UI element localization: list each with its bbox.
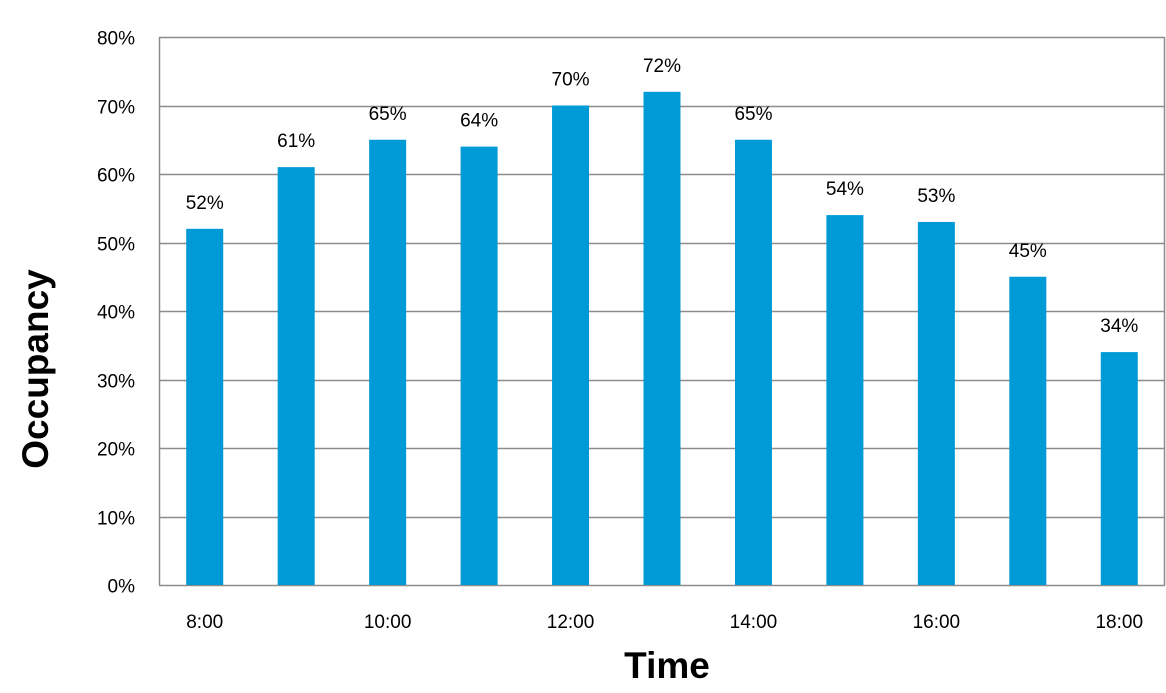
data-label: 64% xyxy=(460,111,498,132)
bar-1500 xyxy=(826,215,864,585)
y-tick-label: 80% xyxy=(97,29,135,50)
x-tick-label: 12:00 xyxy=(547,612,595,633)
bar-800 xyxy=(186,228,224,586)
x-tick-label: 16:00 xyxy=(913,612,961,633)
data-label: 65% xyxy=(734,104,772,125)
data-label: 61% xyxy=(277,131,315,152)
y-tick-label: 30% xyxy=(97,372,135,393)
y-tick-label: 20% xyxy=(97,440,135,461)
data-label: 65% xyxy=(369,104,407,125)
y-tick-label: 50% xyxy=(97,235,135,256)
data-label: 54% xyxy=(826,179,864,200)
data-label: 52% xyxy=(186,193,224,214)
bar-1400 xyxy=(734,139,772,585)
data-label: 45% xyxy=(1009,241,1047,262)
bar-1300 xyxy=(643,91,681,586)
data-label: 34% xyxy=(1100,316,1138,337)
x-axis-title: Time xyxy=(624,645,710,686)
y-tick-label: 70% xyxy=(97,98,135,119)
y-axis-title: Occupancy xyxy=(15,269,56,469)
bar-1000 xyxy=(369,139,407,585)
y-tick-label: 10% xyxy=(97,509,135,530)
x-axis-tick-labels: 8:00 10:00 12:00 14:00 16:00 18:00 xyxy=(186,612,1143,633)
data-label: 53% xyxy=(917,186,955,207)
data-labels: 52% 61% 65% 64% 70% 72% 65% 54% 53% 45% 34% xyxy=(186,56,1139,337)
y-tick-label: 40% xyxy=(97,303,135,324)
bar-1200 xyxy=(552,105,590,585)
x-tick-label: 10:00 xyxy=(364,612,412,633)
bar-900 xyxy=(277,167,315,585)
x-tick-label: 18:00 xyxy=(1095,612,1143,633)
data-label: 72% xyxy=(643,56,681,77)
bar-1800 xyxy=(1100,352,1138,585)
bar-1700 xyxy=(1009,276,1047,585)
x-tick-label: 14:00 xyxy=(730,612,778,633)
bar-1100 xyxy=(460,146,498,585)
data-label: 70% xyxy=(552,70,590,91)
y-tick-label: 0% xyxy=(108,577,136,598)
bars xyxy=(186,91,1138,586)
bar-1600 xyxy=(917,221,955,585)
x-tick-label: 8:00 xyxy=(186,612,223,633)
y-tick-label: 60% xyxy=(97,166,135,187)
y-axis-tick-labels: 0% 10% 20% 30% 40% 50% 60% 70% 80% xyxy=(97,29,135,598)
